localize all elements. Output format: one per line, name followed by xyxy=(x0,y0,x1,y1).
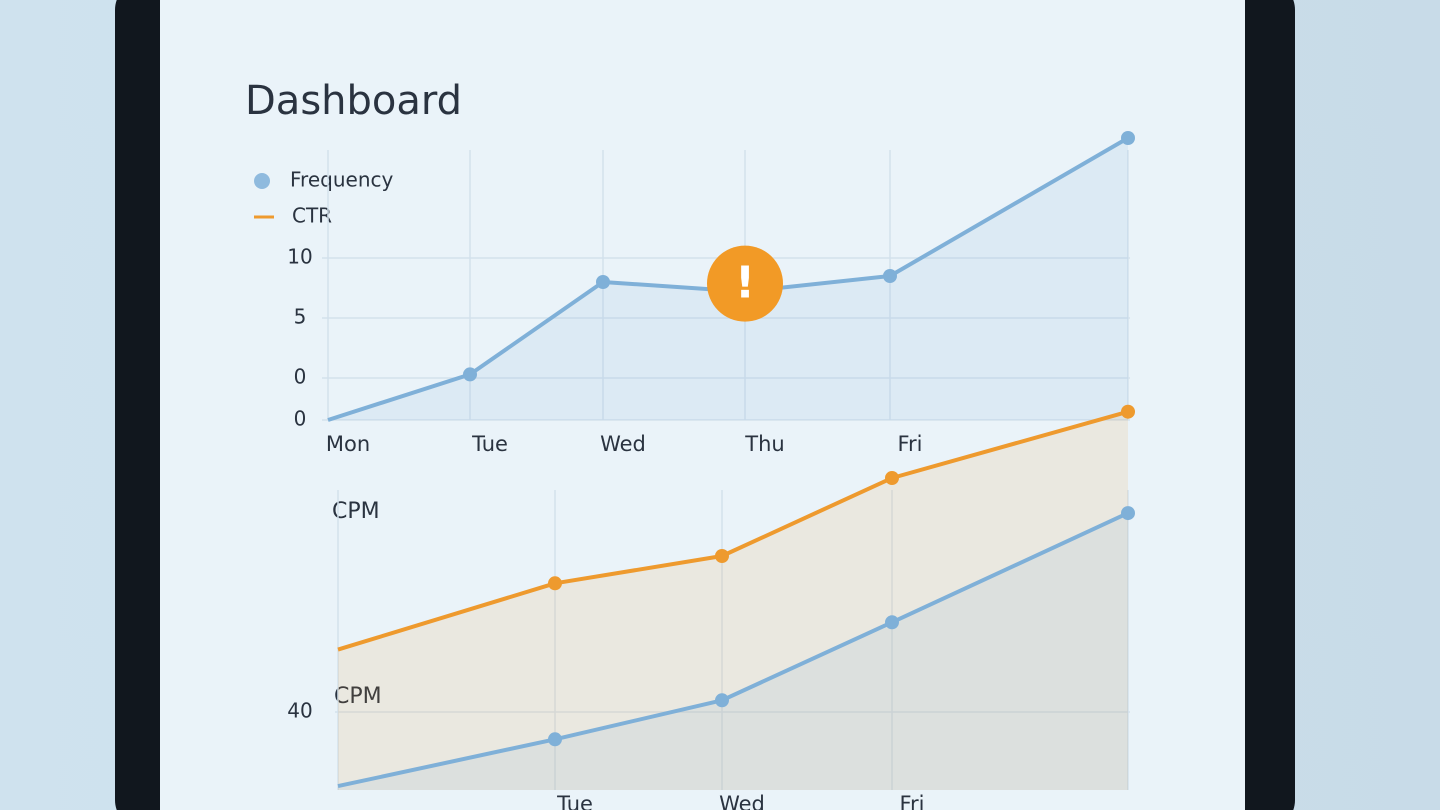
x-tick-label: Tue xyxy=(556,792,593,810)
data-point xyxy=(1121,506,1135,521)
charts: 10 5 0 0 Mon Tue Wed Thu Fri! CPM CPM 40 Tue Wed Fri xyxy=(287,131,1135,810)
tablet-screen xyxy=(160,0,1245,810)
data-point xyxy=(883,269,897,283)
data-point xyxy=(596,275,610,289)
page-title: Dashboard xyxy=(245,78,462,124)
data-point xyxy=(463,367,477,382)
x-tick-label: Thu xyxy=(744,432,784,456)
legend-dot xyxy=(254,173,270,189)
legend-label: CTR xyxy=(292,204,332,228)
alert-badge xyxy=(707,245,783,322)
data-point xyxy=(885,615,899,630)
y-tick-label: 0 xyxy=(294,407,307,431)
y-tick-label: 5 xyxy=(294,305,307,329)
x-tick-label: Fri xyxy=(897,432,922,456)
x-tick-label: Tue xyxy=(471,432,508,456)
alert-icon: ! xyxy=(735,258,755,309)
y-tick-label: 40 xyxy=(287,699,312,723)
y-tick-label: 0 xyxy=(294,365,307,389)
data-point xyxy=(1121,404,1135,419)
series-area xyxy=(338,513,1128,790)
y-tick-label: 10 xyxy=(287,245,312,269)
series-area xyxy=(338,411,1128,790)
data-point xyxy=(548,576,562,591)
x-tick-label: Wed xyxy=(600,432,646,456)
x-tick-label: Fri xyxy=(899,792,924,810)
x-tick-label: Wed xyxy=(719,792,765,810)
series-area xyxy=(328,138,1128,420)
data-point xyxy=(885,471,899,485)
data-point xyxy=(548,732,562,747)
data-point xyxy=(715,693,729,708)
data-point xyxy=(1121,131,1135,145)
y-axis-label: CPM xyxy=(334,684,382,709)
x-tick-label: Mon xyxy=(326,432,370,456)
data-point xyxy=(715,549,729,563)
series-line xyxy=(327,136,1130,422)
legend-label: Frequency xyxy=(290,168,393,192)
chart-title: CPM xyxy=(332,499,380,524)
